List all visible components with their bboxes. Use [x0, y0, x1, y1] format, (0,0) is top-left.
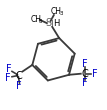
Text: F: F: [16, 81, 21, 91]
Text: C: C: [15, 71, 22, 81]
Text: F: F: [5, 73, 10, 83]
Text: CH: CH: [51, 7, 62, 16]
Text: F: F: [82, 59, 88, 69]
Text: F: F: [6, 64, 12, 74]
Text: CH: CH: [30, 15, 41, 24]
Text: H: H: [53, 19, 60, 28]
Text: Si: Si: [45, 18, 54, 28]
Text: F: F: [92, 69, 97, 79]
Text: 3: 3: [59, 11, 63, 16]
Text: C: C: [82, 69, 88, 79]
Text: F: F: [82, 78, 88, 88]
Text: 3: 3: [39, 19, 42, 24]
